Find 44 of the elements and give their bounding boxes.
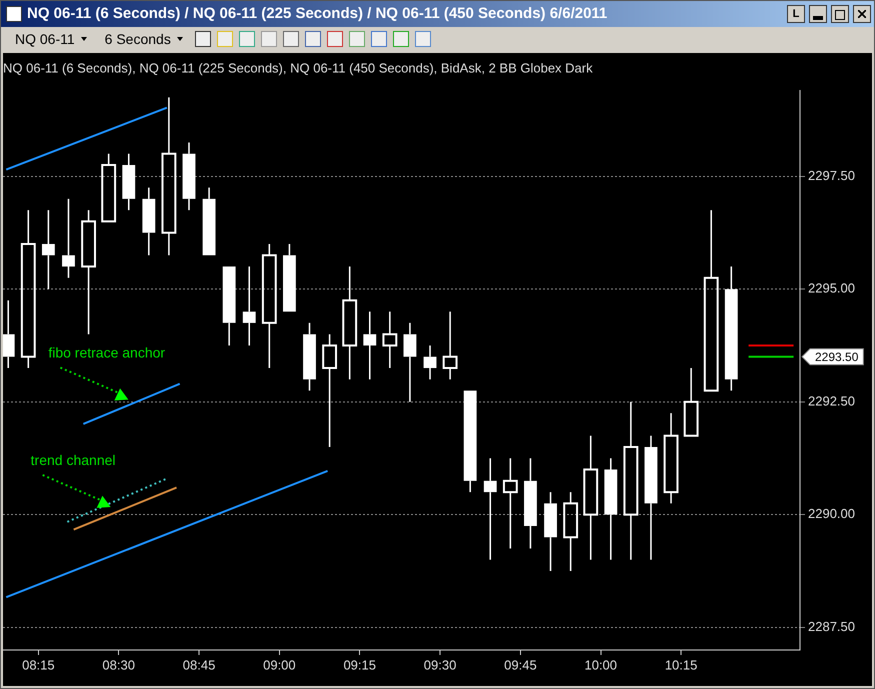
candlestick bbox=[122, 153, 136, 211]
candlestick bbox=[484, 458, 497, 561]
candlestick bbox=[222, 266, 236, 346]
candlestick bbox=[363, 310, 376, 380]
candlestick bbox=[664, 412, 678, 504]
candlestick bbox=[644, 434, 658, 561]
text: 2293.50 bbox=[815, 350, 859, 364]
x-tick-label: 10:15 bbox=[664, 657, 698, 672]
candlestick bbox=[81, 209, 96, 335]
y-tick-label: 2292.50 bbox=[808, 393, 855, 408]
candlestick bbox=[182, 142, 196, 211]
candlestick bbox=[62, 198, 75, 279]
x-tick-label: 10:00 bbox=[584, 657, 618, 672]
y-tick-label: 2287.50 bbox=[808, 619, 855, 634]
annotation: fibo retrace anchor bbox=[48, 344, 166, 361]
x-tick-label: 08:45 bbox=[182, 657, 216, 672]
candlestick bbox=[604, 458, 618, 561]
candlestick bbox=[303, 322, 316, 392]
y-tick-label: 2295.00 bbox=[808, 280, 855, 296]
annotation: trend channel bbox=[30, 452, 116, 468]
candlestick bbox=[524, 458, 537, 550]
candlestick bbox=[404, 322, 416, 403]
candlestick bbox=[724, 266, 738, 392]
x-tick-label: 08:15 bbox=[22, 657, 55, 672]
x-tick-label: 08:30 bbox=[102, 657, 135, 672]
x-tick-label: 09:30 bbox=[424, 657, 456, 672]
candlestick bbox=[42, 209, 55, 290]
x-tick-label: 09:00 bbox=[263, 657, 296, 672]
candlestick bbox=[282, 243, 296, 312]
candlestick bbox=[3, 300, 15, 369]
candlestick bbox=[202, 186, 216, 256]
candlestick bbox=[242, 266, 256, 346]
candlestick bbox=[142, 186, 156, 256]
chart-title: NQ 06-11 (6 Seconds) / NQ 06-11 (225 Seconds) / NQ 06-11 (450 Seconds) 6/6/2011 bbox=[27, 4, 608, 24]
x-tick-label: 09:15 bbox=[343, 657, 376, 672]
text: 6 Seconds bbox=[104, 31, 171, 47]
candlestick bbox=[544, 491, 557, 572]
y-tick-label: 2290.00 bbox=[808, 506, 855, 522]
candlestick bbox=[424, 344, 436, 380]
chart-subtitle: NQ 06-11 (6 Seconds), NQ 06-11 (225 Seconds), NQ 06-11 (450 Seconds), BidAsk, 2 BB Globex Dark bbox=[3, 60, 594, 76]
y-tick-label: 2297.50 bbox=[808, 168, 855, 183]
text: NQ 06-11 bbox=[15, 31, 75, 47]
text: L bbox=[787, 5, 805, 23]
x-tick-label: 09:45 bbox=[504, 657, 537, 672]
